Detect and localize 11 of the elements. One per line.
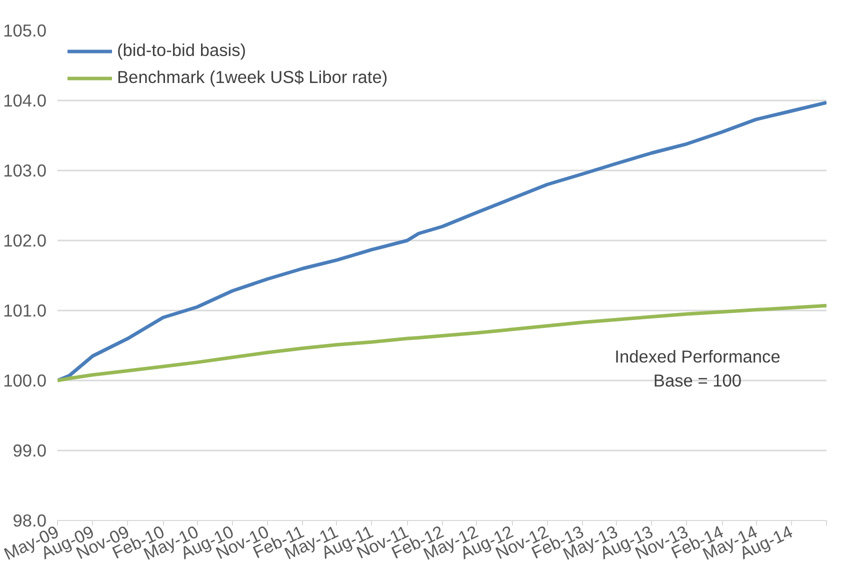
annotation: Indexed Performance Base = 100 — [614, 346, 780, 390]
y-tick-label: 105.0 — [3, 20, 47, 40]
y-tick-label: 98.0 — [12, 510, 47, 530]
legend-label: Benchmark (1week US$ Libor rate) — [117, 67, 388, 88]
legend-label: (bid-to-bid basis) — [117, 40, 246, 61]
y-tick-label: 102.0 — [3, 230, 47, 250]
y-tick-label: 103.0 — [3, 160, 47, 180]
y-tick-label: 99.0 — [12, 440, 47, 460]
y-tick-label: 100.0 — [3, 370, 47, 390]
y-tick-label: 104.0 — [3, 90, 47, 110]
y-tick-label: 101.0 — [3, 300, 47, 320]
